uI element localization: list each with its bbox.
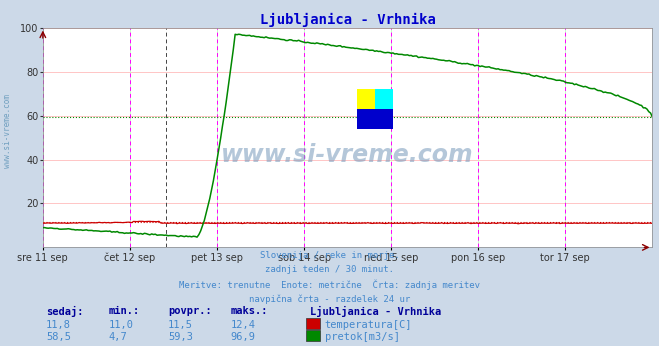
Bar	[357, 89, 375, 109]
Text: 59,3: 59,3	[168, 332, 193, 342]
Text: 4,7: 4,7	[109, 332, 127, 342]
Bar	[357, 109, 393, 129]
Text: min.:: min.:	[109, 306, 140, 316]
Text: 12,4: 12,4	[231, 320, 256, 330]
Text: www.si-vreme.com: www.si-vreme.com	[221, 143, 474, 167]
Text: www.si-vreme.com: www.si-vreme.com	[3, 94, 13, 169]
Text: navpična črta - razdelek 24 ur: navpična črta - razdelek 24 ur	[249, 294, 410, 304]
Text: pretok[m3/s]: pretok[m3/s]	[325, 332, 400, 342]
Bar	[375, 89, 393, 109]
Text: zadnji teden / 30 minut.: zadnji teden / 30 minut.	[265, 265, 394, 274]
Text: 96,9: 96,9	[231, 332, 256, 342]
Title: Ljubljanica - Vrhnika: Ljubljanica - Vrhnika	[260, 12, 436, 27]
Text: 11,8: 11,8	[46, 320, 71, 330]
Text: temperatura[C]: temperatura[C]	[325, 320, 413, 330]
Text: sedaj:: sedaj:	[46, 306, 84, 317]
Text: Meritve: trenutne  Enote: metrične  Črta: zadnja meritev: Meritve: trenutne Enote: metrične Črta: …	[179, 280, 480, 290]
Text: 11,0: 11,0	[109, 320, 134, 330]
Text: 11,5: 11,5	[168, 320, 193, 330]
Text: Ljubljanica - Vrhnika: Ljubljanica - Vrhnika	[310, 306, 441, 317]
Text: 58,5: 58,5	[46, 332, 71, 342]
Text: maks.:: maks.:	[231, 306, 268, 316]
Text: povpr.:: povpr.:	[168, 306, 212, 316]
Text: Slovenija / reke in morje.: Slovenija / reke in morje.	[260, 251, 399, 260]
